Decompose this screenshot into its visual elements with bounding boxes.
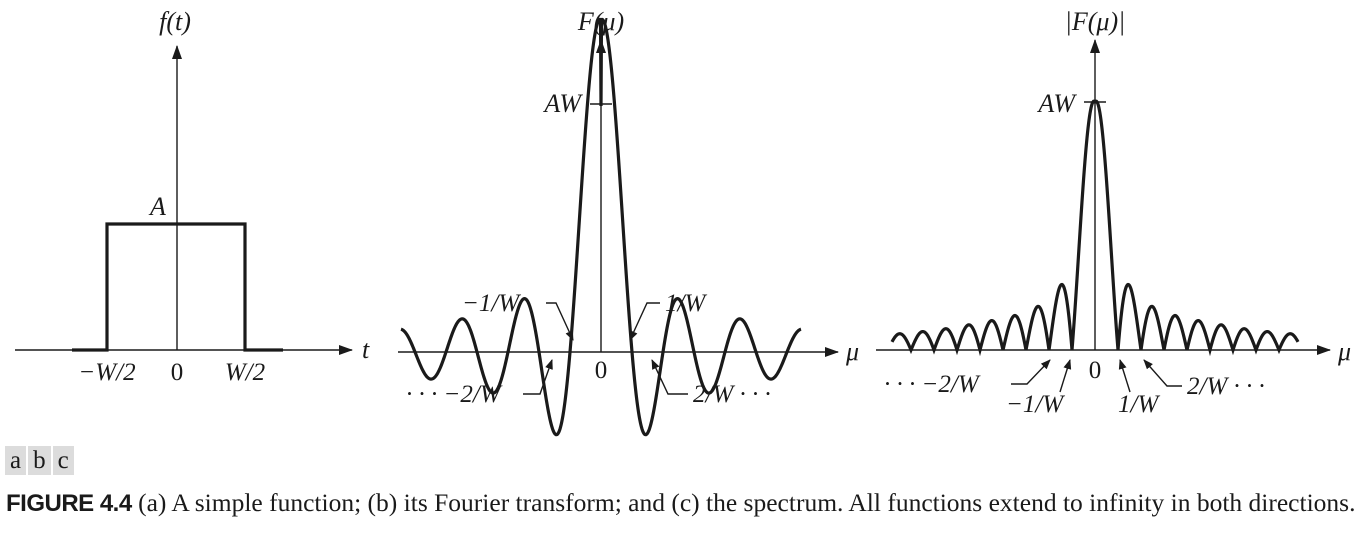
- panel-b-ann-pos1-leader: [629, 302, 660, 341]
- spectrum-curve: [890, 99, 1300, 357]
- panel-a-level-label: A: [148, 192, 166, 221]
- panel-b: F(μ) μ AW 0 −1/W 1/W · · · −2/W 2/W · · …: [398, 7, 859, 437]
- panel-c-ann-pos2-leader: [1143, 359, 1182, 387]
- rect-pulse-curve: [72, 222, 283, 352]
- panel-b-ylabel: F(μ): [577, 7, 624, 36]
- panel-a-ylabel: f(t): [159, 7, 191, 36]
- panel-a-tick-zero: 0: [171, 359, 184, 386]
- figure-4-4: f(t) t A −W/2 0 W/2 F(μ) μ AW 0 −1/W 1/W…: [15, 7, 1351, 437]
- panel-c-ann-pos2: 2/W · · ·: [1187, 373, 1265, 400]
- panel-c-origin: 0: [1089, 357, 1102, 384]
- panel-a-tick-neg: −W/2: [78, 359, 135, 386]
- sinc-curve: [400, 17, 802, 437]
- panel-tag-c: c: [52, 446, 74, 475]
- panel-c-ann-pos1-leader: [1118, 359, 1131, 393]
- panel-tag-a: a: [5, 446, 27, 475]
- panel-b-ann-neg1-leader: [546, 302, 574, 341]
- panel-a: f(t) t A −W/2 0 W/2: [15, 7, 370, 386]
- panel-a-tick-pos: W/2: [225, 359, 265, 386]
- panel-c-ann-neg1-leader: [1059, 359, 1072, 393]
- panel-b-origin: 0: [595, 357, 608, 384]
- panel-c-ann-neg2: · · · −2/W: [884, 371, 981, 398]
- caption-text: (a) A simple function; (b) its Fourier t…: [131, 488, 1356, 517]
- panel-c-peak-label: AW: [1036, 89, 1077, 118]
- panel-b-xlabel: μ: [845, 337, 859, 366]
- panel-c-xlabel: μ: [1337, 337, 1351, 366]
- figure-caption: FIGURE 4.4 (a) A simple function; (b) it…: [6, 488, 1368, 519]
- panel-b-ann-neg2-leader: [523, 359, 553, 395]
- panel-b-ann-neg1: −1/W: [462, 290, 521, 317]
- panel-b-peak-label: AW: [542, 89, 583, 118]
- panel-b-ann-pos2: 2/W · · ·: [693, 381, 771, 408]
- caption-label: FIGURE 4.4: [6, 490, 132, 517]
- panel-c-ann-neg2-leader: [1011, 359, 1051, 385]
- panel-tag-b: b: [28, 446, 51, 475]
- panel-a-xlabel: t: [362, 335, 370, 364]
- panel-c-ann-neg1: −1/W: [1006, 391, 1065, 418]
- panel-c-ann-pos1: 1/W: [1118, 391, 1160, 418]
- panel-b-ann-pos1: 1/W: [665, 290, 707, 317]
- panel-c-ylabel: |F(μ)|: [1065, 7, 1126, 36]
- panel-tags: a b c: [5, 446, 74, 475]
- panel-b-ann-pos2-leader: [651, 359, 688, 395]
- panel-b-ann-neg2: · · · −2/W: [406, 381, 503, 408]
- panel-c: |F(μ)| μ AW 0 · · · −2/W −1/W 1/W 2/W · …: [876, 7, 1351, 418]
